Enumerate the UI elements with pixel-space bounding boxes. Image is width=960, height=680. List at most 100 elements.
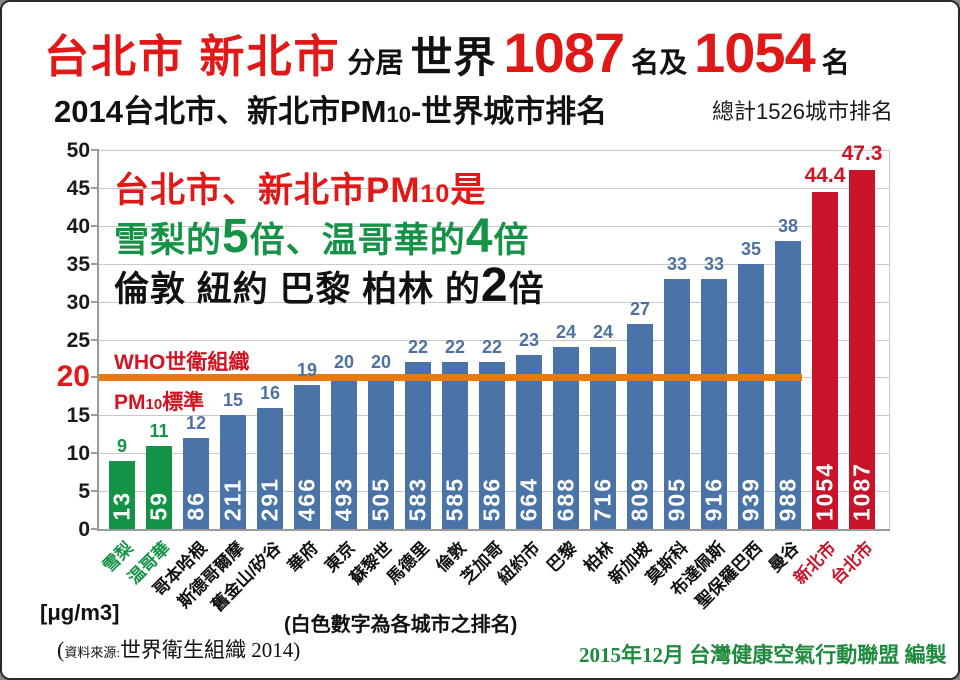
bar-rank-label: 59: [145, 491, 172, 521]
white-numbers-note: (白色數字為各城市之排名): [284, 614, 518, 636]
who-guideline: [99, 374, 802, 382]
bar-value-label: 20: [370, 352, 392, 373]
gridline: [99, 339, 889, 341]
bar-rank-label: 291: [256, 476, 283, 521]
bar: 86: [183, 438, 209, 529]
y-axis-label: 30: [66, 290, 90, 314]
bar: 1054: [812, 192, 838, 529]
bar-rank-label: 493: [330, 476, 357, 521]
y-axis-label: 40: [66, 214, 90, 238]
total-cities-note: 總計1526城市排名: [712, 99, 893, 124]
bar: 13: [108, 460, 135, 529]
y-axis-tick: [91, 414, 99, 417]
bar-value-label: 22: [481, 337, 503, 358]
gridline: [99, 150, 889, 151]
bar-value-label: 44.4: [804, 164, 846, 188]
bar: 664: [515, 354, 542, 529]
bar-rank-label: 505: [367, 476, 394, 521]
y-axis-tick: [91, 490, 99, 493]
bar-value-label: 22: [444, 337, 466, 358]
plot-right-border: [889, 150, 890, 529]
bar-rank-label: 211: [219, 477, 246, 521]
title-world: 世界: [410, 34, 497, 81]
y-axis-line: [97, 150, 99, 531]
bar: 59: [145, 445, 172, 529]
bar-value-label: 23: [518, 329, 540, 350]
bar-rank-label: 1087: [848, 461, 875, 521]
bar-rank-label: 688: [552, 476, 579, 521]
bar: 586: [479, 362, 505, 529]
bar-value-label: 22: [407, 337, 429, 358]
bar: 809: [627, 324, 653, 529]
bar-value-label: 24: [592, 322, 614, 343]
bar-rank-label: 939: [737, 476, 764, 521]
y-axis-tick: [91, 149, 99, 151]
annotation-line2: 雪梨的 5 倍、温哥華的 4 倍: [114, 210, 530, 263]
annotation-line3: 倫敦 紐約 巴黎 柏林 的 2 倍: [114, 259, 545, 312]
bar: 905: [663, 278, 690, 529]
y-axis-tick: [91, 376, 99, 379]
y-axis-unit-label: [μg/m3]: [40, 600, 120, 625]
bar-value-label: 11: [149, 420, 169, 441]
bar-value-label: 24: [555, 322, 577, 343]
gridline: [99, 225, 889, 227]
gridline: [99, 301, 889, 303]
bar: 585: [442, 362, 468, 529]
bar-rank-label: 586: [478, 476, 505, 521]
bar-value-label: 15: [222, 390, 244, 411]
annotation-line1: 台北市、新北市PM 10 是: [114, 171, 487, 210]
bar: 988: [775, 240, 801, 529]
x-axis-line: [97, 529, 890, 531]
bar: 466: [293, 384, 320, 529]
bar-rank-label: 905: [663, 476, 690, 521]
y-axis-tick: [91, 262, 99, 265]
who-standard-label-line2: PM 10 標準: [114, 391, 205, 414]
bar-value-label: 19: [296, 359, 318, 380]
gridline: [99, 263, 889, 265]
y-axis-label: 15: [66, 404, 90, 428]
y-axis-tick: [91, 186, 99, 189]
bar-value-label: 33: [703, 253, 725, 274]
y-axis-tick: [91, 224, 99, 227]
y-axis-label: 35: [66, 252, 90, 276]
bar: 211: [220, 415, 246, 529]
bar-rank-label: 916: [700, 476, 727, 521]
y-axis-tick: [91, 300, 99, 303]
bar: 493: [331, 377, 357, 529]
bar: 916: [700, 278, 727, 529]
bar-value-label: 9: [116, 435, 127, 456]
bar-value-label: 12: [185, 413, 207, 434]
chart-subtitle: 2014台北市、新北市PM 10 -世界城市排名: [54, 94, 608, 129]
title-cities: 台北市 新北市: [44, 31, 341, 82]
title-rank1: 1087: [503, 21, 626, 84]
bar-rank-label: 86: [182, 491, 209, 521]
bar-value-label: 27: [629, 299, 651, 320]
title-mid1: 分居: [347, 47, 404, 78]
bar-rank-label: 1054: [811, 461, 838, 521]
bar-value-label: 38: [777, 215, 799, 236]
who-standard-label-line1: WHO世衛組織: [114, 351, 250, 374]
title-mid2: 名及: [631, 47, 688, 78]
bar: 505: [368, 377, 394, 529]
bar-value-label: 33: [666, 253, 688, 274]
bar-rank-label: 466: [293, 476, 320, 521]
bar-rank-label: 716: [589, 476, 616, 521]
y-axis-tick: [91, 528, 99, 530]
y-axis-label: 10: [66, 442, 90, 466]
bar: 583: [405, 362, 431, 529]
bar-rank-label: 809: [626, 476, 653, 521]
bar-rank-label: 13: [108, 491, 135, 521]
y-axis-label: 45: [66, 176, 90, 200]
bar-value-label: 16: [259, 382, 281, 403]
bar-rank-label: 585: [441, 476, 468, 521]
bar-value-label: 47.3: [841, 142, 883, 166]
page-title: 台北市 新北市 分居 世界 1087 名及 1054 名: [44, 20, 850, 85]
bar: 939: [737, 263, 764, 529]
data-source-note: ( 資料來源: 世界衛生組織 2014): [57, 637, 301, 662]
y-axis-label: 25: [66, 328, 90, 352]
bar-rank-label: 664: [515, 476, 542, 521]
bar: 291: [256, 407, 283, 529]
y-axis-label: 5: [78, 480, 90, 504]
y-axis-label: 50: [66, 139, 90, 162]
